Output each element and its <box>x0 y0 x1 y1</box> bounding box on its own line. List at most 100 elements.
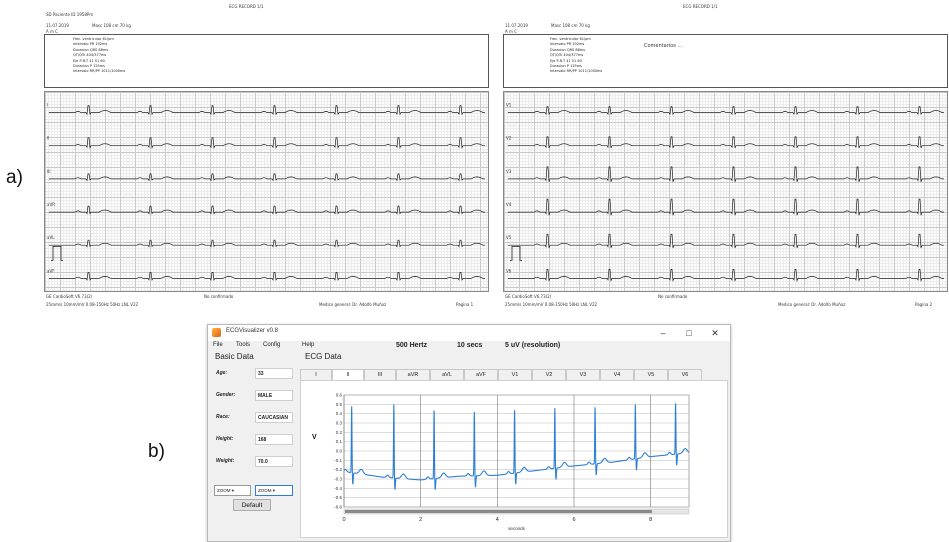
minimize-icon[interactable]: – <box>660 328 666 338</box>
x-tick-label: 2 <box>419 517 422 523</box>
weight-field[interactable]: 70.0 <box>255 456 293 467</box>
ecg-data-title: ECG Data <box>305 352 342 361</box>
panel-label-a: a) <box>6 167 23 188</box>
ecg-printout-limb-leads: ECG RECORD 1/1 SD Paciente ID 1958Pm 11.… <box>44 0 489 318</box>
y-tick-label: -0.1 <box>334 458 342 463</box>
menu-config[interactable]: Config <box>263 342 281 348</box>
lead-trace <box>507 106 944 116</box>
footer-page: Pagina 1 <box>456 302 474 307</box>
y-tick-label: 0.6 <box>336 393 343 398</box>
scrollbar-thumb[interactable] <box>345 510 653 513</box>
menu-help[interactable]: Help <box>302 342 315 348</box>
window-title: ECGVisualizer v0.8 <box>226 328 278 334</box>
y-tick-label: -0.5 <box>334 495 342 500</box>
gender-field[interactable]: MALE <box>255 390 293 401</box>
race-label: Race: <box>216 414 230 420</box>
patient-stats: Masc 108 cm 70 kg <box>92 23 131 28</box>
race-field[interactable]: CAUCASIAN <box>255 412 293 423</box>
zoom-select-y[interactable]: ZOOM ▾ <box>255 485 293 496</box>
footer-page: Pagina 2 <box>915 302 933 307</box>
tab-lead-v6[interactable]: V6 <box>668 369 702 380</box>
zoom-select-x[interactable]: ZOOM ▾ <box>214 485 251 496</box>
y-tick-label: 0.4 <box>336 411 343 416</box>
ecg-visualizer-window: ECGVisualizer v0.8 – □ ✕ File Tools Conf… <box>207 324 731 542</box>
tab-lead-v1[interactable]: V1 <box>498 369 532 380</box>
menu-tools[interactable]: Tools <box>236 342 251 348</box>
lead-label: II <box>47 136 49 141</box>
patient-line: A m C <box>46 29 58 34</box>
footer-physician: Medico general: Dr. Adolfo Muñoz <box>319 302 387 307</box>
page-caption: ECG RECORD 1/1 <box>229 4 264 9</box>
lead-trace <box>507 233 944 249</box>
x-tick-label: 4 <box>496 517 499 523</box>
close-icon[interactable]: ✕ <box>711 328 719 338</box>
ecg-grid: V1 V2 V3 V4 V5 V6 <box>503 91 948 292</box>
tab-lead-ii[interactable]: II <box>332 369 364 380</box>
footer-device: GE CardioSoft V6.73(2) <box>46 294 93 299</box>
lead-label: V1 <box>506 103 512 108</box>
x-tick-label: 8 <box>649 517 652 523</box>
y-tick-label: 0.0 <box>336 449 343 454</box>
tab-lead-avf[interactable]: aVF <box>464 369 498 380</box>
maximize-icon[interactable]: □ <box>686 328 692 338</box>
y-tick-label: -0.2 <box>334 467 342 472</box>
lead-trace <box>48 205 485 215</box>
menu-file[interactable]: File <box>213 342 223 348</box>
measurement-item: Eje P-R-T 41 51 60 <box>550 58 582 63</box>
lead-label: aVR <box>47 202 55 207</box>
measurement-item: Intervalo RR/PP 1011/1000ms <box>550 69 603 74</box>
lead-trace <box>48 137 485 149</box>
panel-label-b: b) <box>148 441 165 462</box>
lead-label: V2 <box>506 136 512 141</box>
lead-label: V6 <box>506 268 512 273</box>
lead-tabs: I II III aVR aVL aVF V1 V2 V3 V4 V5 V6 <box>300 369 728 380</box>
gender-label: Gender: <box>216 392 236 398</box>
comment-text: Comentarios ... <box>644 43 683 49</box>
height-field[interactable]: 168 <box>255 434 293 445</box>
default-button[interactable]: Default <box>233 499 271 511</box>
ecg-signal-chart[interactable]: 0.6 0.5 0.4 0.3 0.2 0.1 0.0 -0.1 -0.2 -0.3 -0.4 -0.… <box>329 383 709 533</box>
tab-lead-avl[interactable]: aVL <box>430 369 464 380</box>
measurement-item: Frec. ventricular 61/pm <box>550 37 591 41</box>
record-date: 11.07.2019 <box>505 23 528 28</box>
patient-id: SD Paciente ID 1958Pm <box>46 12 94 17</box>
x-tick-label: 0 <box>342 517 345 523</box>
measurement-item: Duracion QRS 88ms <box>73 47 109 52</box>
patient-line: A m C <box>505 29 517 34</box>
measurement-box: Frec. ventricular 61/pm Intervalo PR 192… <box>44 34 489 88</box>
footer-device: GE CardioSoft V6.73(2) <box>505 294 552 299</box>
lead-trace <box>507 198 944 216</box>
x-axis-label: seconds <box>508 526 526 531</box>
menu-bar: File Tools Config Help <box>208 341 730 351</box>
tab-lead-v3[interactable]: V3 <box>566 369 600 380</box>
measurement-item: Intervalo PR 192ms <box>73 42 108 47</box>
measurement-item: Intervalo RR/PP 1011/1000ms <box>73 69 126 74</box>
measurement-box: Frec. ventricular 61/pm Intervalo PR 192… <box>503 34 948 88</box>
patient-stats: Masc 108 cm 70 kg <box>551 23 590 28</box>
y-axis-label: V <box>312 434 317 441</box>
lead-label: III <box>47 169 51 174</box>
title-bar: ECGVisualizer v0.8 – □ ✕ <box>208 325 730 341</box>
lead-label: I <box>47 103 48 108</box>
ecg-grid: I II III aVR aVL aVF <box>44 91 489 292</box>
lead-label: V4 <box>506 202 512 207</box>
signal-resolution: 5 uV (resolution) <box>505 342 561 349</box>
y-tick-label: 0.1 <box>336 439 343 444</box>
tab-lead-v5[interactable]: V5 <box>634 369 668 380</box>
y-tick-label: -0.4 <box>334 486 342 491</box>
tab-lead-i[interactable]: I <box>300 369 332 380</box>
calibration-pulse <box>51 245 63 261</box>
footer-settings: 25mm/s 10mm/mV 0.08-150Hz 50Hz LNL V22 <box>505 302 598 307</box>
measurement-item: Frec. ventricular 61/pm <box>73 37 114 41</box>
lead-trace <box>507 269 944 282</box>
measurement-item: Duracion P 125ms <box>73 64 106 69</box>
basic-data-panel: Age: 33 Gender: MALE Race: CAUCASIAN Hei… <box>209 363 297 538</box>
tab-lead-v4[interactable]: V4 <box>600 369 634 380</box>
lead-trace <box>48 173 485 182</box>
footer-physician: Medico general: Dr. Adolfo Muñoz <box>778 302 846 307</box>
tab-lead-iii[interactable]: III <box>364 369 396 380</box>
age-field[interactable]: 33 <box>255 368 293 379</box>
tab-lead-avr[interactable]: aVR <box>396 369 430 380</box>
measurement-list: Frec. ventricular 61/pm Intervalo PR 192… <box>73 37 125 75</box>
tab-lead-v2[interactable]: V2 <box>532 369 566 380</box>
